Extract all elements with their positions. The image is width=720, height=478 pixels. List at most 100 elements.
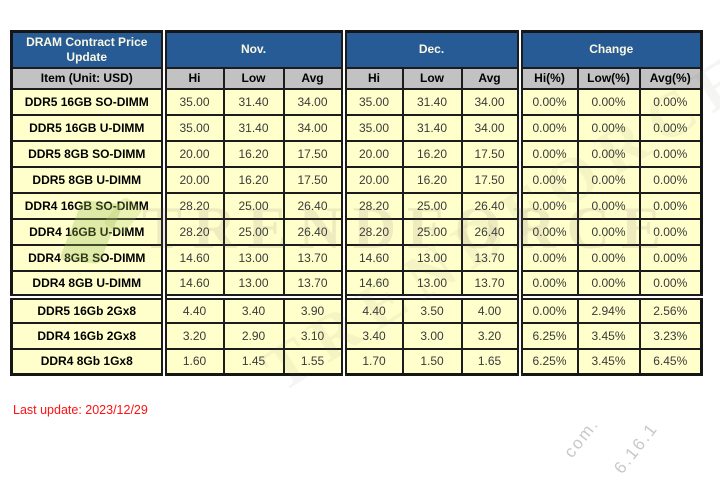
dec-value-cell: 1.50 xyxy=(401,347,463,376)
item-cell: DDR4 16GB SO-DIMM xyxy=(10,191,165,220)
nov-value-cell: 17.50 xyxy=(282,165,345,194)
nov-value-cell: 13.00 xyxy=(222,269,285,298)
change-value-cell: 0.00% xyxy=(638,139,703,168)
table-row: DDR4 16Gb 2Gx8 3.20 2.90 3.10 3.40 3.00 3.20 6.… xyxy=(10,321,703,350)
dec-value-cell: 34.00 xyxy=(460,113,521,142)
nov-value-cell: 34.00 xyxy=(282,87,345,116)
change-value-cell: 3.45% xyxy=(576,321,641,350)
dec-value-cell: 26.40 xyxy=(460,217,521,246)
dec-value-cell: 34.00 xyxy=(460,87,521,116)
table-row: DDR4 16GB SO-DIMM 28.20 25.00 26.40 28.20 25.… xyxy=(10,191,703,220)
change-value-cell: 0.00% xyxy=(576,269,641,298)
nov-value-cell: 2.90 xyxy=(222,321,285,350)
nov-value-cell: 3.40 xyxy=(222,293,285,324)
change-value-cell: 0.00% xyxy=(576,165,641,194)
item-cell: DDR4 8Gb 1Gx8 xyxy=(10,347,165,376)
dec-value-cell: 4.40 xyxy=(340,293,404,324)
item-cell: DDR5 8GB U-DIMM xyxy=(10,165,165,194)
table-subheader-row: Item (Unit: USD) Hi Low Avg Hi Low Avg H… xyxy=(10,66,703,90)
nov-value-cell: 25.00 xyxy=(222,217,285,246)
nov-value-cell: 34.00 xyxy=(282,113,345,142)
item-cell: DDR5 16GB U-DIMM xyxy=(10,113,165,142)
dec-value-cell: 3.50 xyxy=(401,293,463,324)
nov-value-cell: 17.50 xyxy=(282,139,345,168)
change-value-cell: 0.00% xyxy=(638,217,703,246)
table-row: DDR5 8GB SO-DIMM 20.00 16.20 17.50 20.00 16.2… xyxy=(10,139,703,168)
change-value-cell: 3.45% xyxy=(576,347,641,376)
watermark-fragment: 6.16.1 xyxy=(610,418,662,478)
last-update-note: Last update: 2023/12/29 xyxy=(13,403,148,417)
dec-value-cell: 13.70 xyxy=(460,269,521,298)
table-row: DDR4 8GB SO-DIMM 14.60 13.00 13.70 14.60 13.0… xyxy=(10,243,703,272)
change-value-cell: 0.00% xyxy=(516,87,579,116)
nov-value-cell: 28.20 xyxy=(160,191,225,220)
table-row: DDR5 16Gb 2Gx8 4.40 3.40 3.90 4.40 3.50 4.00 0.… xyxy=(10,293,703,324)
dec-value-cell: 1.70 xyxy=(340,347,404,376)
dec-value-cell: 28.20 xyxy=(340,217,404,246)
nov-value-cell: 3.10 xyxy=(282,321,345,350)
nov-value-cell: 1.60 xyxy=(160,347,225,376)
dec-value-cell: 31.40 xyxy=(401,113,463,142)
nov-value-cell: 3.20 xyxy=(160,321,225,350)
watermark-fragment: com. xyxy=(560,414,603,462)
dec-value-cell: 26.40 xyxy=(460,191,521,220)
dec-value-cell: 31.40 xyxy=(401,87,463,116)
nov-value-cell: 28.20 xyxy=(160,217,225,246)
dec-value-cell: 20.00 xyxy=(340,139,404,168)
change-value-cell: 0.00% xyxy=(638,113,703,142)
dec-value-cell: 25.00 xyxy=(401,191,463,220)
dec-avg-header: Avg xyxy=(460,66,521,90)
table-title: DRAM Contract Price Update xyxy=(10,30,165,69)
group-header-nov: Nov. xyxy=(160,30,345,69)
dec-value-cell: 17.50 xyxy=(460,139,521,168)
table-body: DDR5 16GB SO-DIMM 35.00 31.40 34.00 35.00 31.… xyxy=(10,87,703,376)
table-group-header-row: DRAM Contract Price Update Nov. Dec. Cha… xyxy=(10,30,703,69)
nov-value-cell: 35.00 xyxy=(160,113,225,142)
nov-value-cell: 13.70 xyxy=(282,243,345,272)
nov-value-cell: 31.40 xyxy=(222,113,285,142)
change-avg-header: Avg(%) xyxy=(638,66,703,90)
nov-value-cell: 13.00 xyxy=(222,243,285,272)
change-value-cell: 6.25% xyxy=(516,321,579,350)
change-value-cell: 6.45% xyxy=(638,347,703,376)
change-value-cell: 0.00% xyxy=(576,191,641,220)
change-hi-header: Hi(%) xyxy=(516,66,579,90)
item-cell: DDR4 16GB U-DIMM xyxy=(10,217,165,246)
dec-value-cell: 20.00 xyxy=(340,165,404,194)
group-header-dec: Dec. xyxy=(340,30,521,69)
nov-value-cell: 16.20 xyxy=(222,139,285,168)
dec-value-cell: 17.50 xyxy=(460,165,521,194)
nov-value-cell: 1.45 xyxy=(222,347,285,376)
dec-value-cell: 13.70 xyxy=(460,243,521,272)
nov-hi-header: Hi xyxy=(160,66,225,90)
change-value-cell: 0.00% xyxy=(638,165,703,194)
change-value-cell: 0.00% xyxy=(638,191,703,220)
dec-value-cell: 3.20 xyxy=(460,321,521,350)
dec-value-cell: 16.20 xyxy=(401,165,463,194)
change-value-cell: 0.00% xyxy=(576,139,641,168)
dec-value-cell: 14.60 xyxy=(340,269,404,298)
nov-value-cell: 14.60 xyxy=(160,269,225,298)
nov-value-cell: 16.20 xyxy=(222,165,285,194)
change-value-cell: 3.23% xyxy=(638,321,703,350)
change-value-cell: 0.00% xyxy=(576,217,641,246)
change-value-cell: 0.00% xyxy=(516,191,579,220)
change-value-cell: 0.00% xyxy=(638,87,703,116)
nov-value-cell: 20.00 xyxy=(160,139,225,168)
change-low-header: Low(%) xyxy=(576,66,641,90)
dec-value-cell: 28.20 xyxy=(340,191,404,220)
nov-value-cell: 26.40 xyxy=(282,191,345,220)
dec-value-cell: 35.00 xyxy=(340,113,404,142)
nov-value-cell: 26.40 xyxy=(282,217,345,246)
nov-value-cell: 13.70 xyxy=(282,269,345,298)
table-row: DDR4 8Gb 1Gx8 1.60 1.45 1.55 1.70 1.50 1.65 6.2… xyxy=(10,347,703,376)
item-cell: DDR4 8GB SO-DIMM xyxy=(10,243,165,272)
dec-value-cell: 4.00 xyxy=(460,293,521,324)
dec-value-cell: 3.40 xyxy=(340,321,404,350)
nov-value-cell: 25.00 xyxy=(222,191,285,220)
change-value-cell: 0.00% xyxy=(516,165,579,194)
dec-low-header: Low xyxy=(401,66,463,90)
table-row: DDR4 16GB U-DIMM 28.20 25.00 26.40 28.20 25.0… xyxy=(10,217,703,246)
change-value-cell: 2.94% xyxy=(576,293,641,324)
table-row: DDR5 8GB U-DIMM 20.00 16.20 17.50 20.00 16.20… xyxy=(10,165,703,194)
